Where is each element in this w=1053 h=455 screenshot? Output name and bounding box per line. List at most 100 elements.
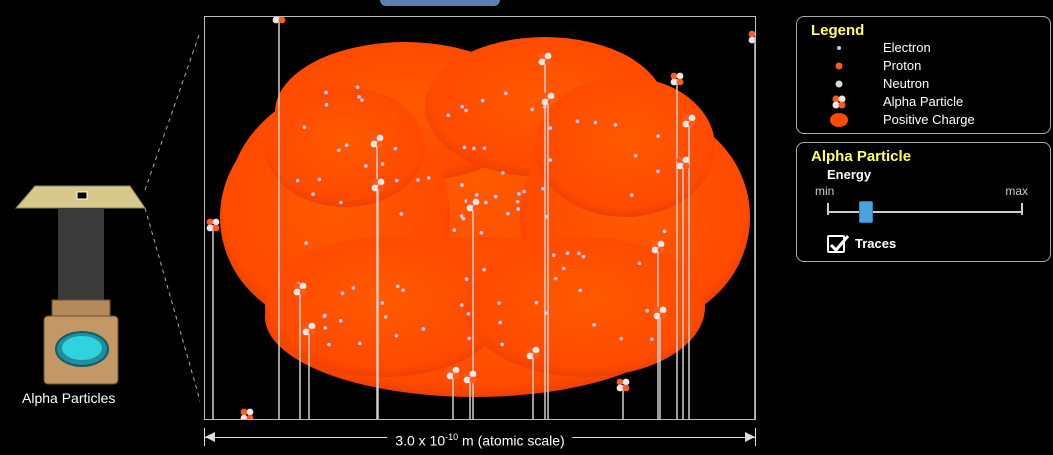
legend-title: Legend [811, 22, 864, 39]
electron [630, 193, 634, 197]
scale-base: 3.0 x 10 [395, 433, 445, 449]
positive-charge-icon [827, 111, 851, 129]
electron [446, 114, 450, 118]
electron [395, 334, 399, 338]
electron [460, 303, 464, 307]
electron [325, 103, 329, 107]
electron [381, 301, 385, 305]
electron [302, 125, 306, 129]
checkmark-icon [828, 233, 850, 255]
gun-drawing [0, 0, 200, 450]
slider-end-right [1021, 203, 1023, 215]
electron [554, 277, 558, 281]
electron [475, 193, 479, 197]
electron [552, 253, 556, 257]
electron [311, 192, 315, 196]
electron [401, 288, 405, 292]
electron [394, 147, 398, 151]
energy-min-label: min [815, 184, 834, 198]
electron [327, 343, 331, 347]
electron [465, 277, 469, 281]
electron [427, 176, 431, 180]
electron [481, 99, 485, 103]
neutron-icon [827, 75, 851, 93]
electron [582, 255, 586, 259]
legend-label: Electron [883, 39, 931, 57]
positive-charge-region [535, 77, 715, 217]
electron [323, 314, 327, 318]
alpha-panel-title: Alpha Particle [811, 148, 911, 165]
top-edge-decoration [380, 0, 500, 6]
electron [416, 178, 420, 182]
atom-view [204, 16, 756, 420]
scale-bar: 3.0 x 10-10 m (atomic scale) [204, 428, 756, 446]
electron [498, 321, 502, 325]
electron [318, 178, 322, 182]
energy-slider-thumb[interactable] [859, 201, 873, 223]
electron [352, 286, 356, 290]
electron [296, 179, 300, 183]
traces-label: Traces [855, 236, 896, 251]
electron [562, 267, 566, 271]
electron [494, 195, 498, 199]
electron [472, 147, 476, 151]
electron [357, 95, 361, 99]
proton-icon [827, 57, 851, 75]
electron [530, 108, 534, 112]
arrow-left-icon [205, 432, 215, 442]
electron [384, 315, 388, 319]
electron [663, 229, 667, 233]
electron [541, 187, 545, 191]
alpha-particles-label: Alpha Particles [22, 390, 115, 406]
electron [650, 337, 654, 341]
legend-item-alpha-particle: Alpha Particle [827, 93, 1047, 111]
electron [500, 343, 504, 347]
electron [656, 134, 660, 138]
electron [345, 143, 349, 147]
electron [619, 337, 623, 341]
electron [460, 214, 464, 218]
electron [453, 228, 457, 232]
energy-slider[interactable] [827, 201, 1023, 223]
electron [549, 158, 553, 162]
positive-charge-region [465, 237, 705, 377]
electron [501, 171, 505, 175]
legend-label: Proton [883, 57, 921, 75]
electron [504, 91, 508, 95]
electron [516, 200, 520, 204]
legend-label: Positive Charge [883, 111, 975, 129]
electron [381, 162, 385, 166]
scale-tick-right [755, 428, 756, 446]
alpha-particle-gun: Alpha Particles [0, 0, 200, 450]
electron [638, 261, 642, 265]
slider-track[interactable] [827, 211, 1023, 213]
electron [656, 170, 660, 174]
electron [396, 285, 400, 289]
slider-end-left [827, 203, 829, 215]
electron [483, 146, 487, 150]
electron-icon [827, 39, 851, 57]
electron [395, 179, 399, 183]
legend-label: Neutron [883, 75, 929, 93]
electron [482, 268, 486, 272]
energy-max-label: max [1005, 184, 1028, 198]
legend-item-electron: Electron [827, 39, 1047, 57]
scale-exponent: -10 [445, 432, 458, 442]
electron [480, 231, 484, 235]
electron [497, 301, 501, 305]
electron [422, 327, 426, 331]
electron [324, 91, 328, 95]
electron [304, 241, 308, 245]
electron [516, 207, 520, 211]
electron [364, 164, 368, 168]
electron [460, 183, 464, 187]
electron [399, 212, 403, 216]
legend-item-proton: Proton [827, 57, 1047, 75]
electron [358, 341, 362, 345]
alpha-particle [749, 31, 755, 44]
electron [592, 323, 596, 327]
traces-checkbox[interactable] [827, 235, 845, 253]
electron [522, 190, 526, 194]
electron [535, 301, 539, 305]
arrow-right-icon [745, 432, 755, 442]
